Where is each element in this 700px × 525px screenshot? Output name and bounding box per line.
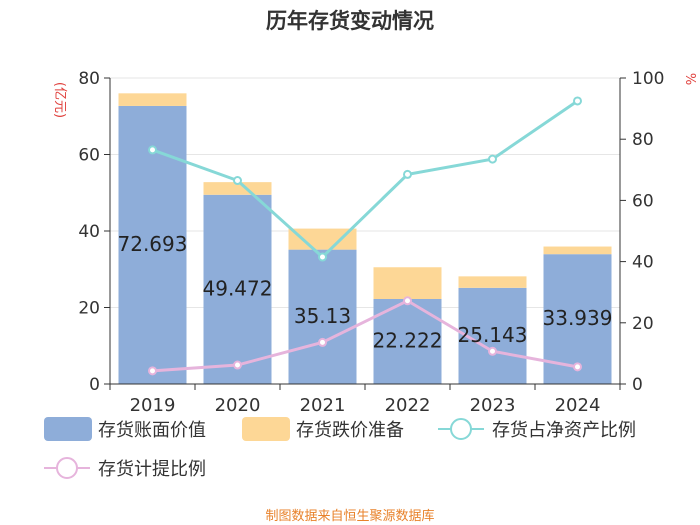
legend-label: 存货账面价值 bbox=[98, 420, 206, 441]
legend-item: 存货计提比例 bbox=[44, 457, 206, 480]
y-left-tick-label: 40 bbox=[78, 222, 100, 242]
legend-item: 存货账面价值 bbox=[44, 417, 206, 441]
bar-book-value bbox=[288, 249, 357, 384]
line-point bbox=[573, 362, 582, 372]
bar-value-label: 72.693 bbox=[118, 232, 188, 256]
line-point bbox=[573, 96, 582, 106]
legend-swatch bbox=[242, 417, 290, 441]
bar-impairment bbox=[543, 246, 612, 255]
y-left-tick-label: 0 bbox=[89, 375, 100, 395]
lines bbox=[148, 96, 582, 376]
bar-value-label: 35.13 bbox=[294, 304, 351, 328]
y-axis-left-label: (亿元) bbox=[52, 82, 67, 118]
line-impairment-ratio bbox=[152, 299, 578, 373]
line-point bbox=[488, 346, 497, 356]
axes: 0 20 40 60 80 0 20 40 60 80 100 2019 2020 2021 2022 202… bbox=[78, 69, 664, 416]
bar-book-value bbox=[458, 287, 527, 384]
legend-label: 存货占净资产比例 bbox=[492, 420, 636, 441]
line-point bbox=[233, 360, 242, 370]
x-tick-label: 2022 bbox=[385, 395, 431, 416]
line-point bbox=[148, 366, 157, 376]
legend-swatch bbox=[44, 417, 92, 441]
bar-value-label: 25.143 bbox=[458, 323, 528, 347]
line-inventory-to-net-assets bbox=[151, 99, 579, 260]
bar-value-label: 49.472 bbox=[203, 276, 273, 300]
x-tick-label: 2024 bbox=[555, 395, 601, 416]
y-axis-right-label: % bbox=[682, 73, 697, 85]
y-right-tick-label: 20 bbox=[632, 314, 654, 334]
y-right-tick-label: 80 bbox=[632, 130, 654, 150]
y-right-tick-label: 40 bbox=[632, 253, 654, 273]
line-point bbox=[403, 296, 412, 306]
y-left-tick-label: 60 bbox=[78, 146, 100, 166]
legend-item: 存货跌价准备 bbox=[242, 417, 404, 441]
bar-book-value bbox=[203, 194, 272, 384]
y-left-tick-label: 80 bbox=[78, 69, 100, 89]
bar-impairment bbox=[458, 276, 527, 288]
chart-title: 历年存货变动情况 bbox=[266, 9, 434, 33]
y-right-tick-label: 100 bbox=[632, 69, 664, 89]
y-right-tick-label: 60 bbox=[632, 191, 654, 211]
bars bbox=[118, 93, 612, 384]
line-point bbox=[318, 337, 327, 347]
line-point bbox=[403, 169, 412, 179]
x-tick-label: 2021 bbox=[300, 395, 346, 416]
source-note: 制图数据来自恒生聚源数据库 bbox=[265, 508, 434, 524]
x-tick-label: 2020 bbox=[215, 395, 261, 416]
legend-item: 存货占净资产比例 bbox=[438, 418, 636, 441]
bar-impairment bbox=[288, 228, 357, 250]
bar-value-label: 33.939 bbox=[543, 306, 613, 330]
data-labels: 72.693 49.472 35.13 22.222 25.143 33.939 bbox=[118, 232, 613, 353]
x-tick-label: 2023 bbox=[470, 395, 516, 416]
y-right-tick-label: 0 bbox=[632, 375, 643, 395]
bar-impairment bbox=[203, 182, 272, 195]
bar-value-label: 22.222 bbox=[373, 329, 443, 353]
x-tick-label: 2019 bbox=[130, 395, 176, 416]
legend-label: 存货跌价准备 bbox=[296, 420, 404, 441]
legend-marker bbox=[450, 418, 472, 440]
legend-label: 存货计提比例 bbox=[98, 459, 206, 480]
line-point bbox=[148, 145, 157, 155]
line-point bbox=[488, 154, 497, 164]
legend-marker bbox=[56, 457, 78, 479]
grid bbox=[110, 77, 620, 308]
bar-impairment bbox=[118, 93, 187, 106]
bar-impairment bbox=[373, 267, 442, 300]
line-point bbox=[318, 252, 327, 262]
y-left-tick-label: 20 bbox=[78, 299, 100, 319]
line-point bbox=[233, 176, 242, 186]
